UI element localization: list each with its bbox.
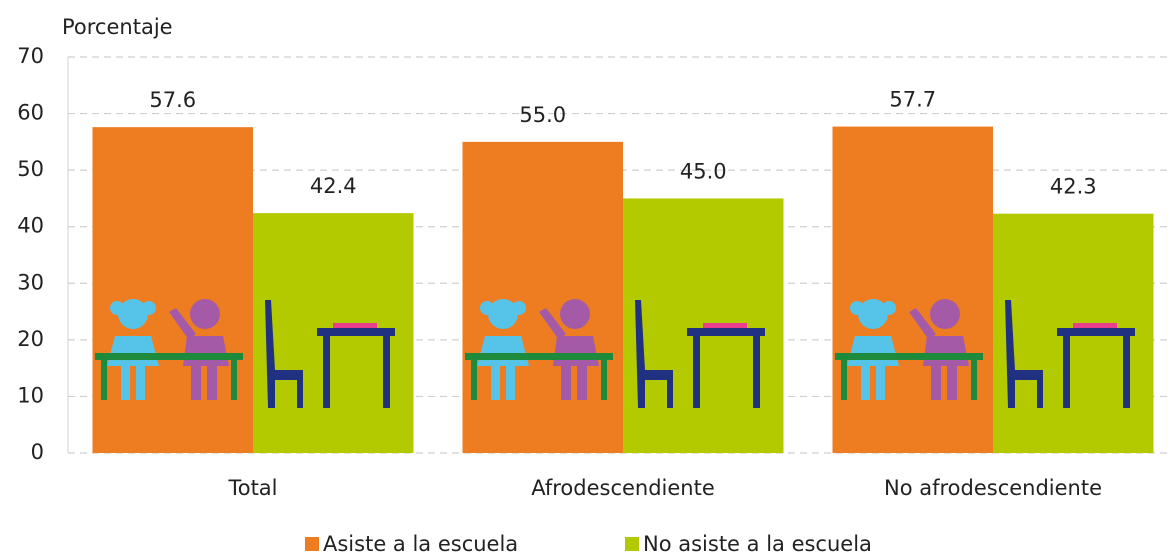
y-tick-label: 70 [17, 44, 44, 68]
bars [92, 126, 1154, 454]
value-label: 42.4 [310, 174, 357, 198]
bar [462, 141, 623, 453]
legend-label: Asiste a la escuela [323, 532, 518, 556]
y-tick-label: 20 [17, 327, 44, 351]
legend-swatch [625, 537, 639, 551]
legend-label: No asiste a la escuela [643, 532, 872, 556]
y-axis-label: Porcentaje [62, 15, 173, 39]
y-tick-label: 30 [17, 270, 44, 294]
y-tick-label: 50 [17, 157, 44, 181]
x-tick-label: Afrodescendiente [531, 476, 715, 500]
value-label: 42.3 [1050, 175, 1097, 199]
y-tick-label: 10 [17, 383, 44, 407]
value-label: 57.7 [889, 88, 936, 112]
y-tick-label: 0 [31, 440, 44, 464]
value-label: 55.0 [519, 103, 566, 127]
x-tick-label: Total [227, 476, 277, 500]
y-tick-label: 40 [17, 214, 44, 238]
legend-swatch [305, 537, 319, 551]
bar [832, 126, 993, 453]
value-label: 57.6 [149, 88, 196, 112]
value-label: 45.0 [680, 159, 727, 183]
labels: 0 10 20 30 40 50 60 70 Total 57.6 42.4 Afrodescendi… [17, 44, 1102, 556]
bar [92, 127, 253, 454]
y-tick-label: 60 [17, 101, 44, 125]
x-tick-label: No afrodescendiente [884, 476, 1102, 500]
